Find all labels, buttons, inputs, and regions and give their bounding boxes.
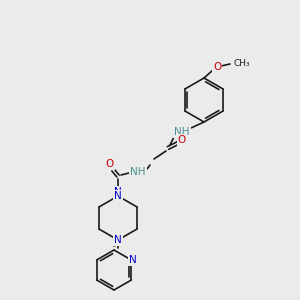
Text: O: O — [106, 159, 114, 169]
Text: O: O — [213, 62, 221, 72]
Text: NH: NH — [174, 127, 190, 137]
Text: N: N — [114, 191, 122, 201]
Text: O: O — [178, 135, 186, 145]
Text: N: N — [114, 187, 122, 197]
Text: CH₃: CH₃ — [233, 58, 250, 68]
Text: N: N — [114, 235, 122, 245]
Text: NH: NH — [130, 167, 146, 177]
Text: N: N — [129, 255, 137, 265]
